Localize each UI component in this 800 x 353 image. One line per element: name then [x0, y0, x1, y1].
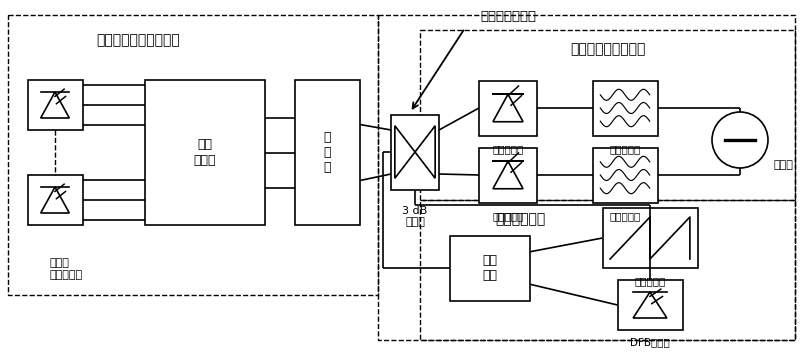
Text: 多波长
激光器阵列: 多波长 激光器阵列	[50, 258, 83, 280]
Bar	[27, 175, 82, 225]
Text: DFB激光器: DFB激光器	[630, 337, 670, 347]
Bar	[145, 80, 265, 225]
Bar	[593, 80, 658, 136]
Text: 扫频本振光源: 扫频本振光源	[495, 212, 545, 226]
Text: 光谱幅度码标记生成器: 光谱幅度码标记生成器	[96, 33, 180, 47]
Bar	[593, 148, 658, 203]
Bar	[479, 148, 537, 203]
Text: 低通滤波器: 低通滤波器	[610, 211, 641, 221]
Bar	[391, 114, 439, 190]
Bar	[450, 235, 530, 300]
Bar	[295, 80, 360, 225]
Bar	[27, 80, 82, 130]
Text: 频率
调制: 频率 调制	[482, 254, 498, 282]
Text: 光电探测器: 光电探测器	[492, 211, 524, 221]
Bar	[8, 15, 378, 295]
Text: 3 dB
耦合器: 3 dB 耦合器	[402, 205, 428, 227]
Text: 减法器: 减法器	[773, 160, 793, 170]
Text: 标记
编码器: 标记 编码器	[194, 138, 216, 167]
Bar	[479, 80, 537, 136]
Bar	[420, 30, 795, 200]
Bar	[602, 208, 698, 268]
Bar	[618, 280, 682, 330]
Circle shape	[712, 112, 768, 168]
Text: 标记识别与测量模块: 标记识别与测量模块	[570, 42, 645, 56]
Text: 光电探测器: 光电探测器	[492, 144, 524, 155]
Text: 光谱幅度码标记: 光谱幅度码标记	[480, 10, 536, 23]
Bar	[420, 200, 795, 340]
Text: 低通滤波器: 低通滤波器	[610, 144, 641, 155]
Text: 锡齿波函数: 锡齿波函数	[634, 276, 666, 286]
Text: 合
波
器: 合 波 器	[324, 131, 331, 174]
Bar	[378, 15, 795, 340]
